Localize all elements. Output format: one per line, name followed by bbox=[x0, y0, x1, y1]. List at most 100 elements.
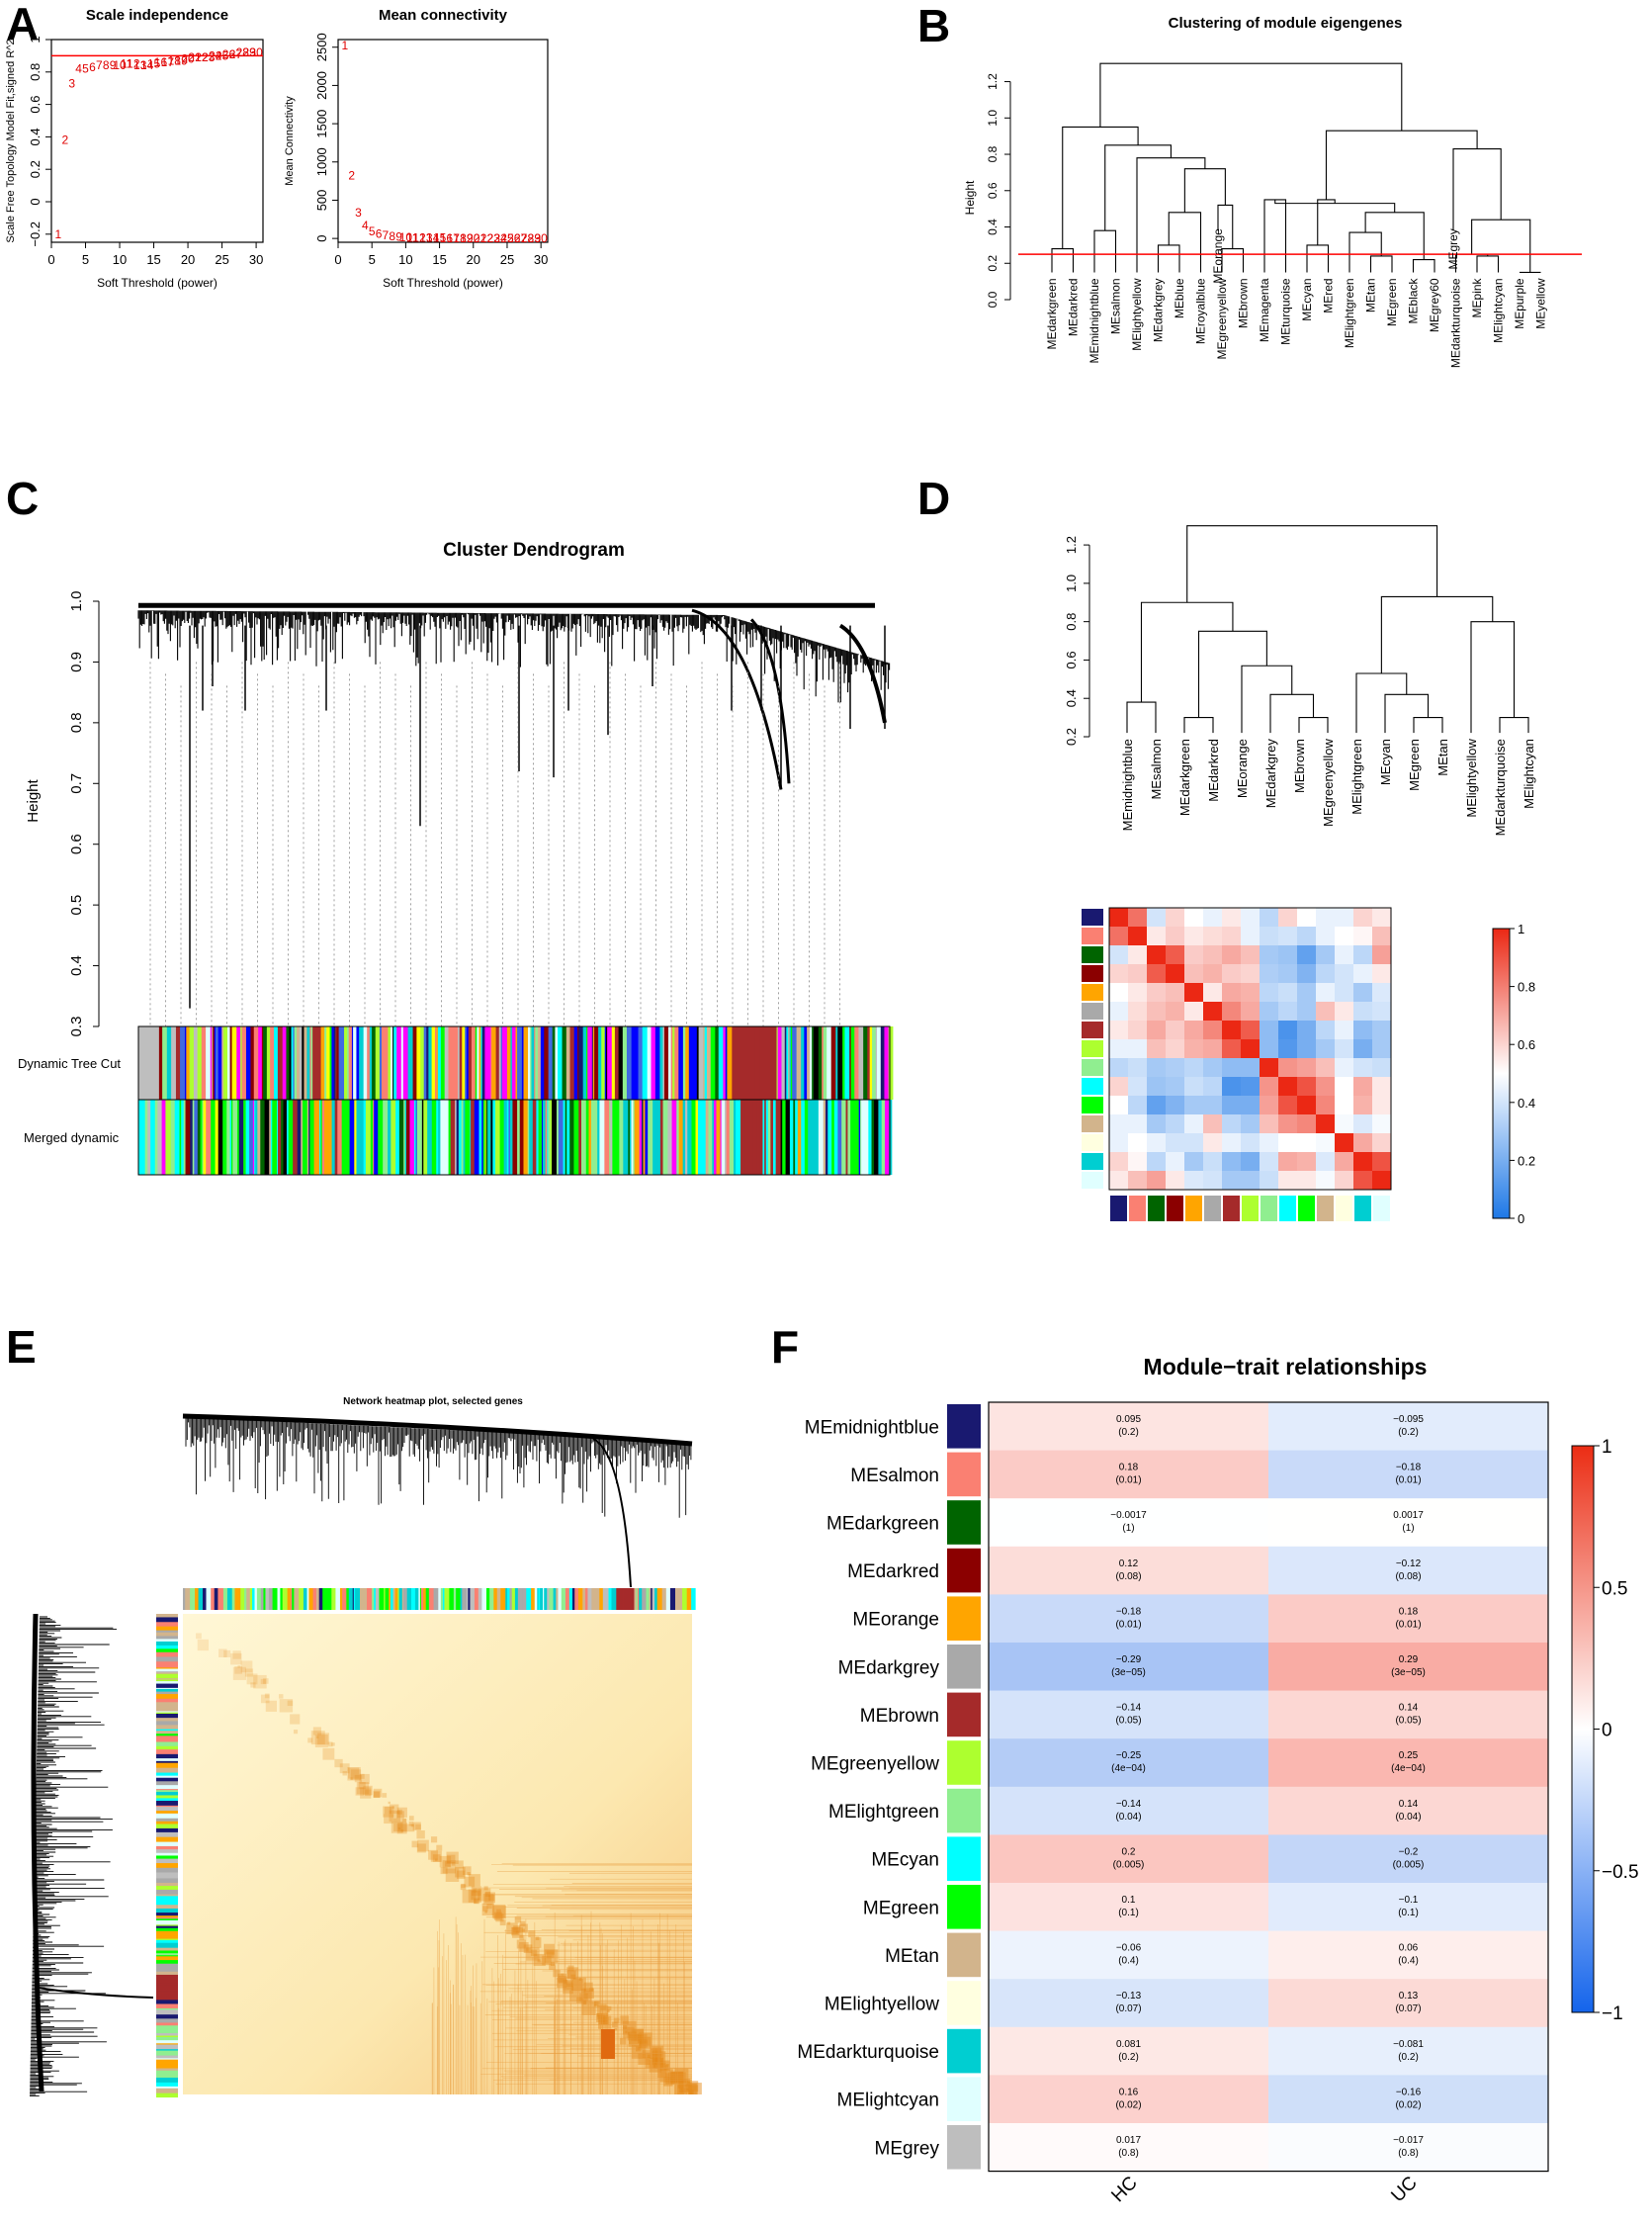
color-stripe bbox=[523, 1026, 529, 1100]
heatmap-cell bbox=[989, 1498, 1268, 1548]
leaf-label: MEdarkgreen bbox=[1045, 278, 1059, 349]
data-point-label: 28 bbox=[521, 231, 535, 245]
tom-block bbox=[639, 2039, 648, 2048]
top-color-stripe bbox=[608, 1588, 612, 1610]
heatmap-cell bbox=[1335, 1058, 1354, 1078]
legend-tick-label: 1 bbox=[1518, 922, 1524, 936]
color-stripe bbox=[670, 1026, 673, 1100]
left-color-stripe bbox=[156, 1760, 178, 1764]
color-stripe bbox=[351, 1026, 354, 1100]
tom-block bbox=[389, 1810, 400, 1823]
heatmap-cell bbox=[1278, 1077, 1298, 1097]
module-label: MEbrown bbox=[860, 1706, 939, 1727]
heatmap-cell bbox=[1109, 908, 1129, 928]
dendro-branches bbox=[137, 610, 891, 703]
heatmap-cell bbox=[1335, 1002, 1354, 1022]
color-stripe bbox=[272, 1100, 278, 1175]
left-color-stripe bbox=[156, 1983, 178, 1987]
color-stripe bbox=[619, 1100, 622, 1175]
cell-pvalue: (0.1) bbox=[1118, 1908, 1139, 1918]
leaf-label: MEred bbox=[1322, 278, 1336, 312]
tom-block bbox=[400, 1829, 404, 1832]
color-stripe bbox=[519, 1100, 524, 1175]
heatmap-cell bbox=[1353, 1133, 1373, 1153]
heatmap-cell bbox=[1353, 964, 1373, 984]
left-color-stripe bbox=[156, 1913, 178, 1916]
data-point-label: 16 bbox=[154, 55, 168, 69]
heatmap-cell bbox=[989, 1643, 1268, 1691]
color-stripe bbox=[185, 1100, 190, 1175]
color-stripe bbox=[849, 1026, 852, 1100]
heatmap-cell bbox=[989, 1834, 1268, 1884]
color-stripe bbox=[618, 1026, 624, 1100]
tom-block bbox=[365, 1789, 372, 1797]
color-stripe bbox=[264, 1026, 268, 1100]
dendro-branch bbox=[1369, 255, 1393, 273]
color-stripe bbox=[537, 1026, 542, 1100]
heatmap-cell bbox=[1268, 1402, 1548, 1451]
module-color-swatch bbox=[947, 1404, 981, 1449]
heatmap-cell bbox=[1203, 1133, 1223, 1153]
heatmap-cell bbox=[1241, 1096, 1261, 1115]
heatmap-cell bbox=[1268, 1786, 1548, 1835]
heatmap-cell bbox=[1147, 1002, 1167, 1022]
top-color-stripe bbox=[419, 1588, 422, 1610]
tom-block bbox=[665, 2064, 669, 2067]
tom-block bbox=[563, 1979, 568, 1985]
color-stripe bbox=[688, 1026, 693, 1100]
tom-block bbox=[456, 1870, 466, 1880]
left-color-stripe bbox=[156, 1626, 178, 1632]
y-tick-label: 0.2 bbox=[1064, 728, 1079, 746]
tom-block bbox=[415, 1824, 421, 1830]
leaf-label: MElightgreen bbox=[1343, 278, 1356, 348]
tom-block bbox=[523, 1944, 533, 1953]
tom-block bbox=[435, 1858, 438, 1862]
y-tick-label: 0.2 bbox=[986, 255, 1000, 272]
color-stripe bbox=[444, 1026, 449, 1100]
color-stripe bbox=[826, 1026, 832, 1100]
heatmap-cell bbox=[1241, 1114, 1261, 1134]
heatmap-cell bbox=[989, 1786, 1268, 1835]
color-stripe bbox=[344, 1026, 348, 1100]
color-stripe bbox=[388, 1026, 391, 1100]
color-stripe bbox=[737, 1026, 740, 1100]
color-stripe bbox=[558, 1100, 565, 1175]
left-color-stripe bbox=[156, 1805, 178, 1808]
color-stripe bbox=[744, 1100, 750, 1175]
color-stripe bbox=[338, 1026, 341, 1100]
color-stripe bbox=[231, 1100, 233, 1175]
legend-tick-label: 0.6 bbox=[1518, 1037, 1535, 1052]
left-color-stripe bbox=[156, 1691, 178, 1695]
color-stripe bbox=[312, 1026, 317, 1100]
color-stripe bbox=[641, 1100, 645, 1175]
top-color-stripe bbox=[268, 1588, 273, 1610]
tom-block bbox=[613, 2017, 620, 2024]
color-stripe bbox=[294, 1026, 298, 1100]
tom-block bbox=[596, 2012, 606, 2022]
data-point-label: 10 bbox=[113, 58, 127, 72]
left-color-stripe bbox=[156, 2040, 178, 2044]
chart-title: Mean connectivity bbox=[379, 7, 508, 24]
heatmap-cell bbox=[1297, 1152, 1317, 1172]
module-label: MElightgreen bbox=[828, 1802, 939, 1823]
data-point-label: 21 bbox=[188, 50, 202, 64]
color-stripe bbox=[270, 1100, 273, 1175]
color-stripe bbox=[499, 1100, 505, 1175]
top-color-stripe bbox=[538, 1588, 541, 1610]
color-stripe bbox=[166, 1026, 172, 1100]
dendro-branch bbox=[1186, 525, 1438, 603]
color-stripe bbox=[818, 1026, 823, 1100]
data-point-label: 2 bbox=[61, 134, 68, 147]
color-stripe bbox=[423, 1026, 427, 1100]
cell-pvalue: (0.8) bbox=[1118, 2148, 1139, 2159]
cell-value: −0.0017 bbox=[1110, 1510, 1147, 1521]
left-color-stripe bbox=[156, 1996, 178, 2001]
color-stripe bbox=[406, 1100, 410, 1175]
heatmap-cell bbox=[1222, 908, 1242, 928]
color-stripe bbox=[197, 1026, 203, 1100]
leaf-label: MEblack bbox=[1407, 277, 1421, 323]
left-color-stripe bbox=[156, 1974, 178, 1978]
top-color-stripe bbox=[312, 1588, 317, 1610]
leaf-label: MEpink bbox=[1470, 277, 1484, 317]
color-stripe bbox=[252, 1100, 255, 1175]
